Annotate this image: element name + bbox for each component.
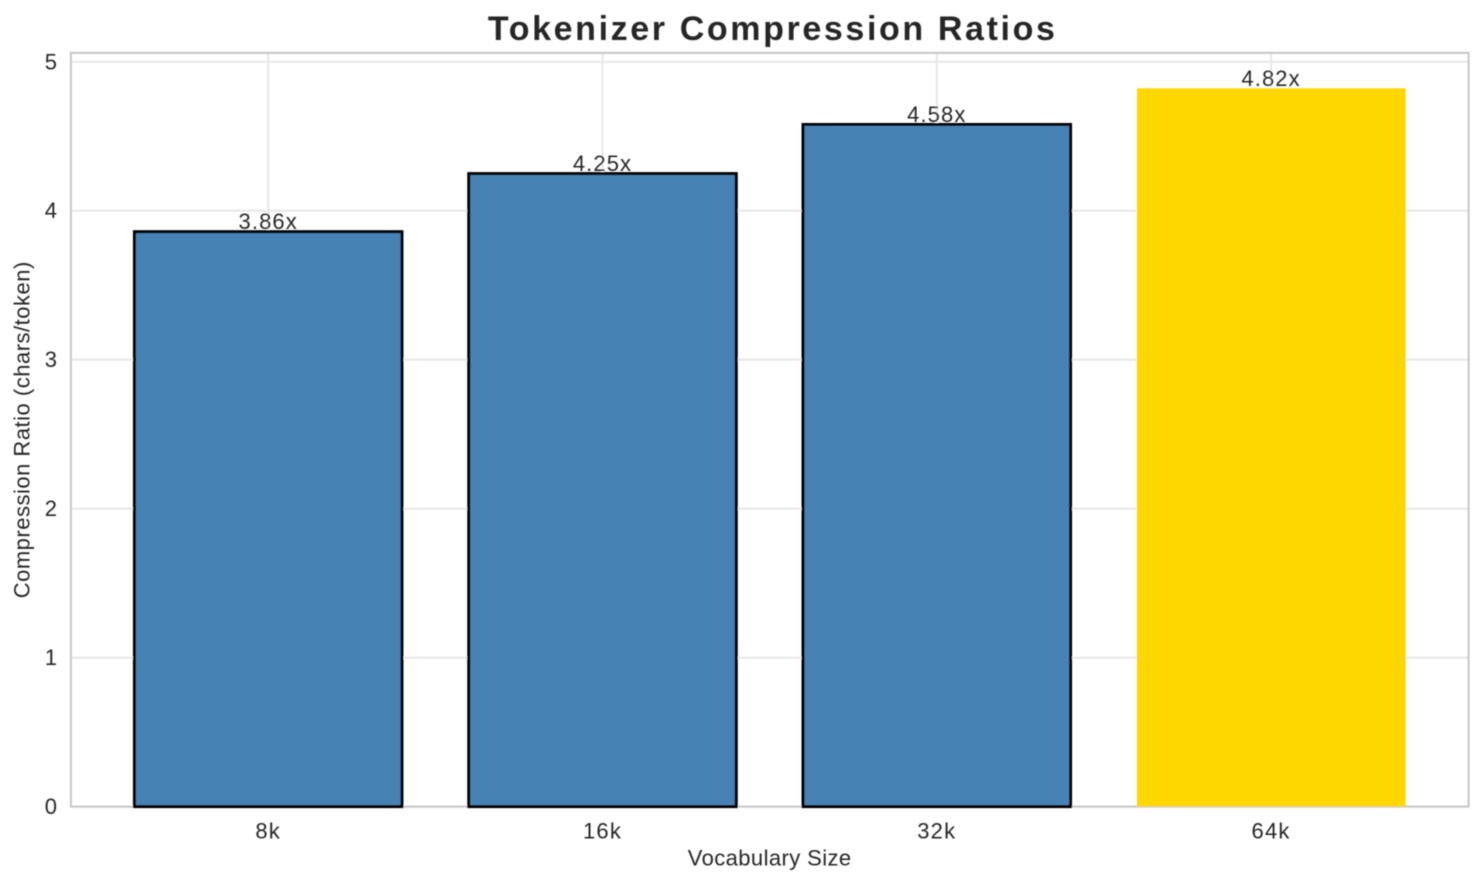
svg-text:2: 2 <box>45 496 57 521</box>
svg-text:3.86x: 3.86x <box>239 209 298 234</box>
svg-text:64k: 64k <box>1252 818 1291 843</box>
svg-text:32k: 32k <box>917 818 956 843</box>
svg-text:16k: 16k <box>583 818 622 843</box>
svg-text:8k: 8k <box>255 818 281 843</box>
svg-text:4: 4 <box>45 198 57 223</box>
svg-text:4.58x: 4.58x <box>907 102 966 127</box>
svg-text:4.82x: 4.82x <box>1241 66 1300 91</box>
svg-text:1: 1 <box>45 645 57 670</box>
svg-text:Tokenizer Compression Ratios: Tokenizer Compression Ratios <box>488 10 1058 48</box>
svg-text:Compression Ratio (chars/token: Compression Ratio (chars/token) <box>10 261 35 598</box>
svg-text:4.25x: 4.25x <box>573 151 632 176</box>
svg-text:0: 0 <box>45 794 57 819</box>
svg-text:Vocabulary Size: Vocabulary Size <box>688 846 852 871</box>
svg-text:3: 3 <box>45 347 57 372</box>
svg-text:5: 5 <box>45 49 57 74</box>
